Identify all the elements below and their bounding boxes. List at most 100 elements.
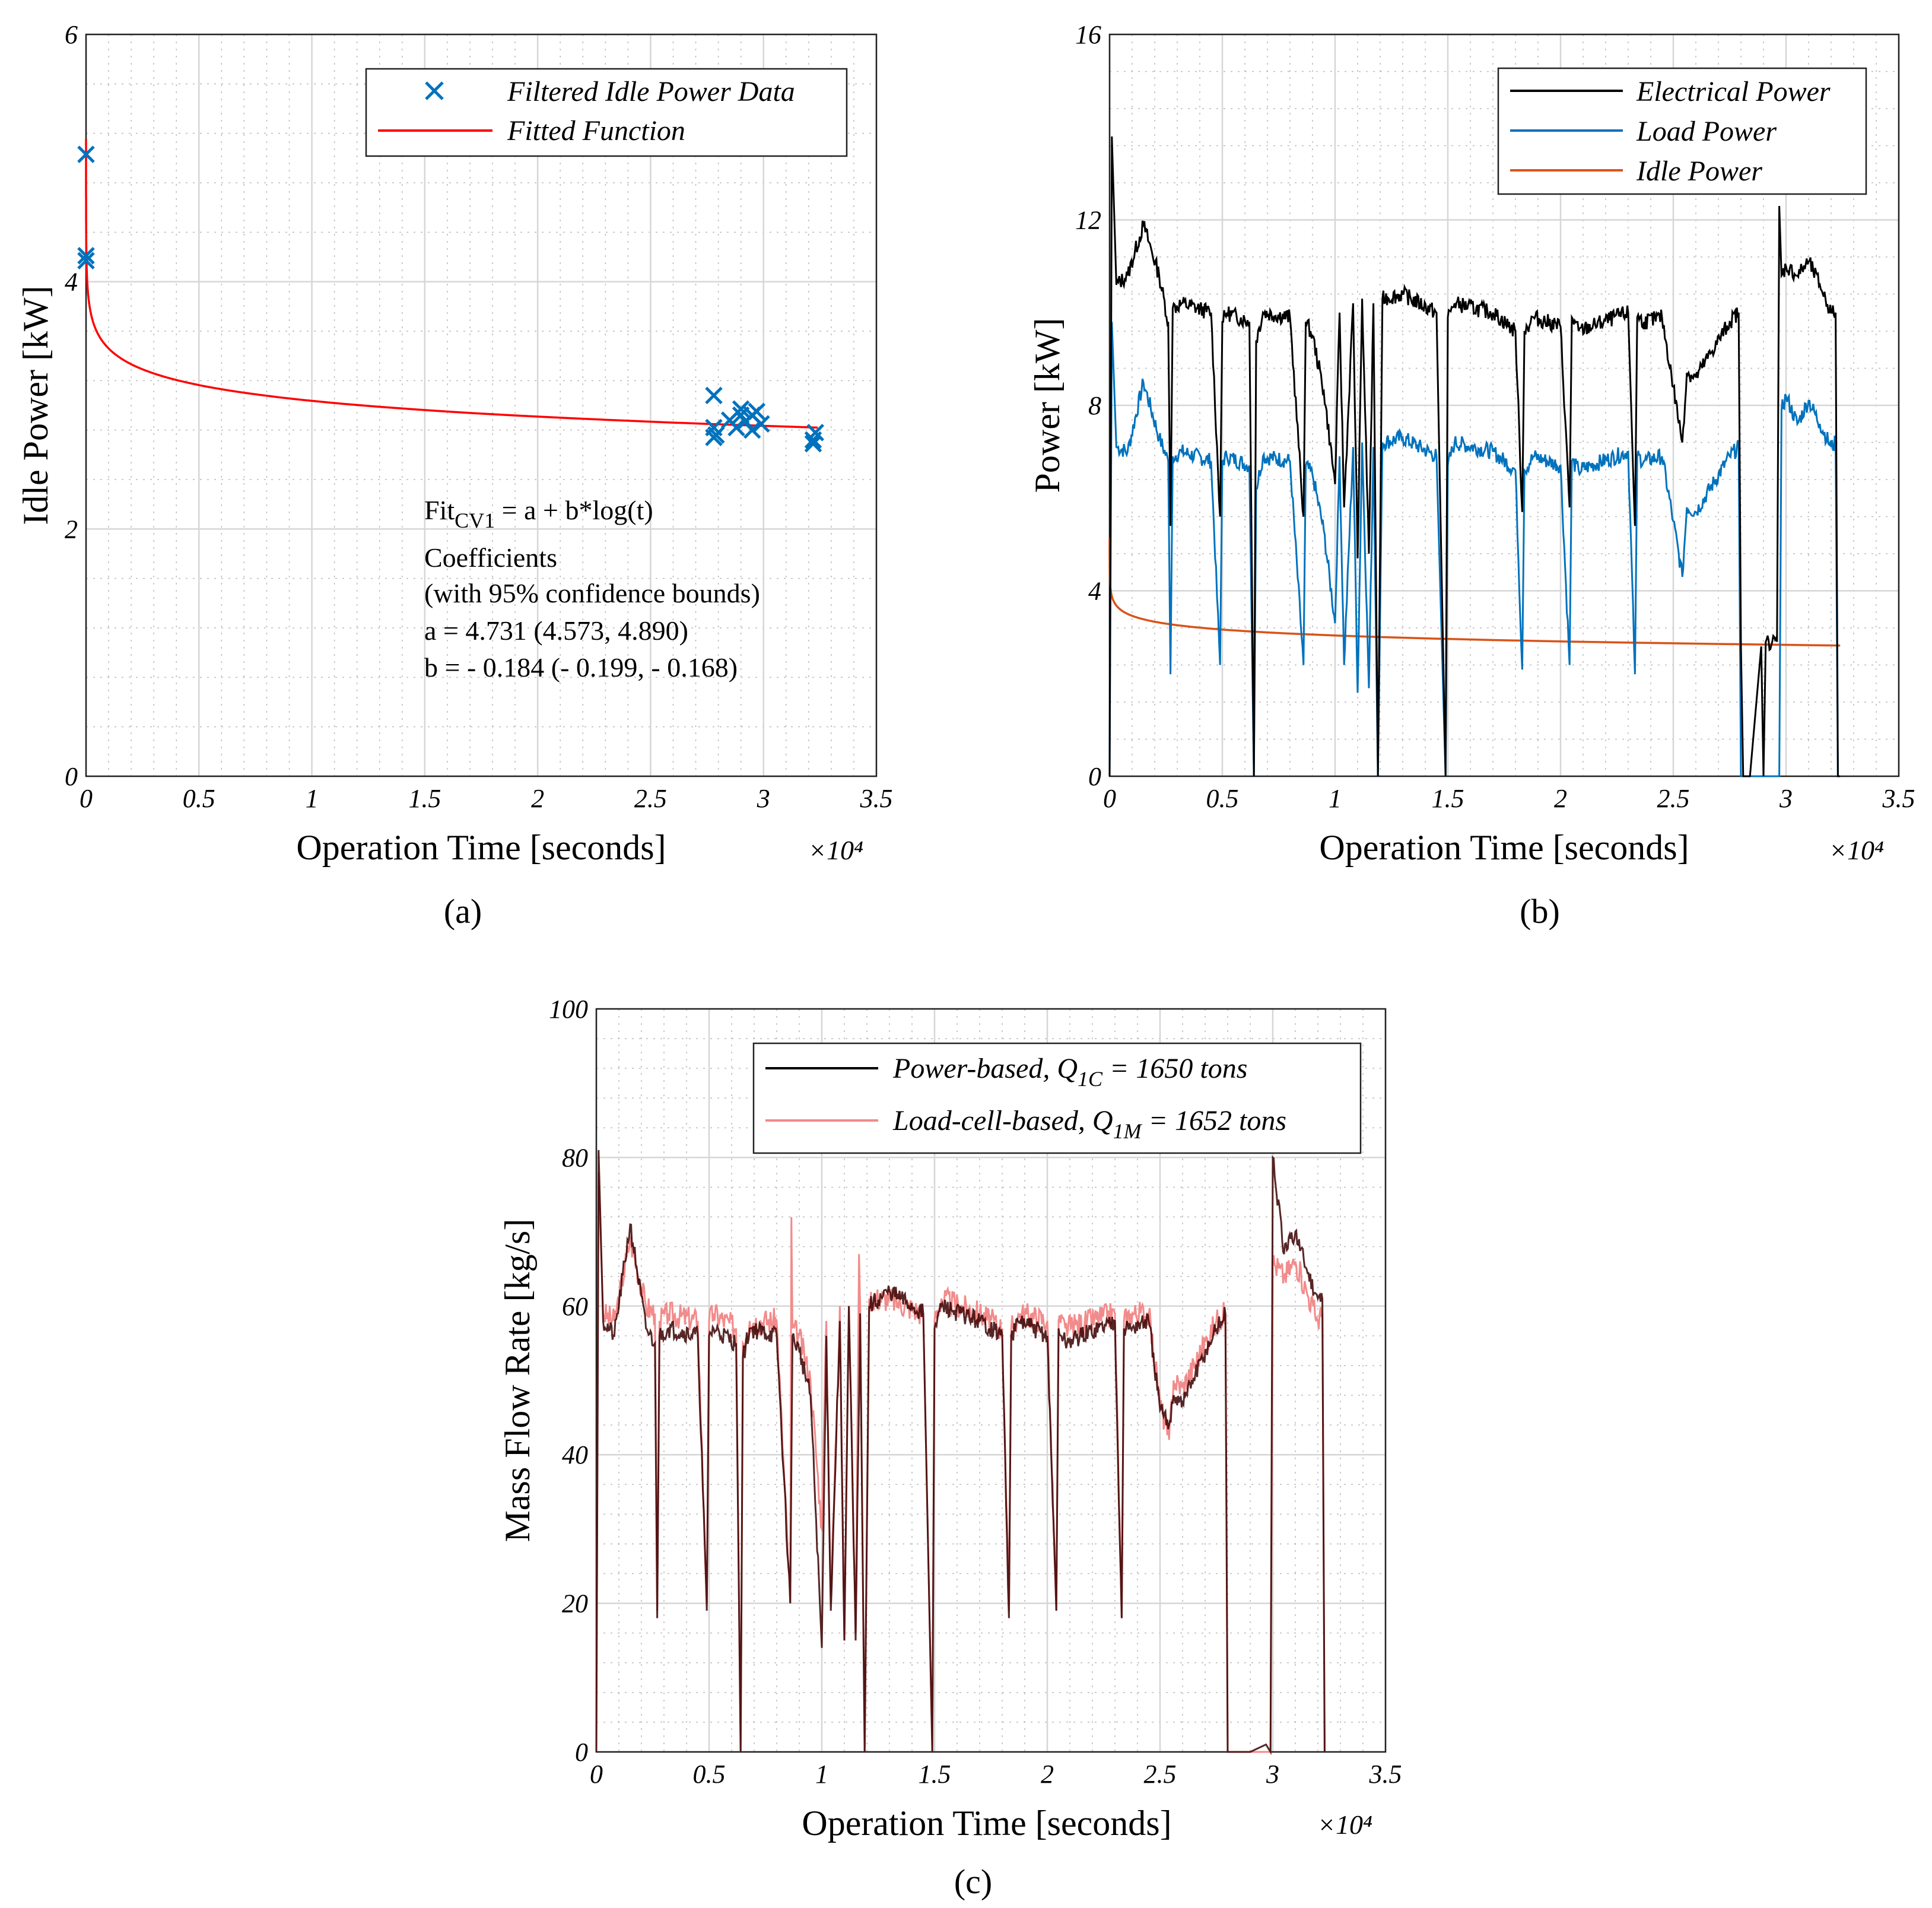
panel-b-legend-entry-idle: Idle Power	[1636, 155, 1762, 187]
x-tick-label: 3	[1779, 784, 1793, 813]
idle-power-marker	[77, 247, 95, 265]
x-tick-label: 1	[306, 784, 319, 813]
panel-a-legend-marker-icon	[425, 81, 444, 100]
x-tick-label: 2.5	[634, 784, 667, 813]
x-tick-label: 3.5	[860, 784, 893, 813]
y-tick-label: 100	[549, 995, 588, 1024]
idle-power-marker	[707, 426, 725, 444]
panel-c-series	[595, 1150, 1326, 1755]
x-tick-label: 0	[1103, 784, 1116, 813]
y-tick-label: 4	[1088, 577, 1101, 606]
y-tick-label: 0	[65, 762, 78, 791]
x-tick-label: 2	[531, 784, 544, 813]
panel-b-power-chart: 0 0.5 1 1.5 2 2.5 3 3.5 0 4 8 12 16 Operation Time …	[1028, 20, 1915, 931]
x-tick-label: 1	[1329, 784, 1342, 813]
y-tick-label: 6	[65, 20, 78, 49]
x-tick-label: 3	[1266, 1760, 1279, 1789]
panel-a-x-tick-labels: 0 0.5 1 1.5 2 2.5 3 3.5	[80, 784, 893, 813]
panel-a-legend-box	[365, 68, 848, 157]
panel-c-y-tick-labels: 0 20 40 60 80 100	[549, 995, 588, 1767]
idle-power-marker	[743, 421, 761, 439]
panel-a-fit-annotation: FitCV1 = a + b*log(t) Coefficients (with…	[424, 495, 760, 682]
panel-c-y-axis-label: Mass Flow Rate [kg/s]	[498, 1219, 537, 1542]
x-tick-label: 0.5	[183, 784, 215, 813]
panel-a-filtered-idle-power-series	[77, 145, 825, 453]
y-tick-label: 8	[1088, 391, 1101, 420]
panel-b-plot-frame	[1108, 33, 1900, 777]
x-tick-label: 2	[1041, 1760, 1054, 1789]
panel-b-x-axis-label: Operation Time [seconds]	[1319, 828, 1689, 867]
panel-b-legend-entry-electrical: Electrical Power	[1636, 76, 1831, 107]
panel-c-label: (c)	[954, 1862, 992, 1901]
y-tick-label: 4	[65, 268, 78, 297]
x-tick-label: 0	[80, 784, 93, 813]
panel-b-legend-entry-load: Load Power	[1636, 116, 1777, 147]
x-tick-label: 0.5	[1206, 784, 1239, 813]
panel-c-legend-entry-power: Power-based, Q1C = 1650 tons	[892, 1053, 1247, 1091]
fitted-function-line	[85, 139, 818, 429]
power-based-line	[595, 1150, 1326, 1755]
panel-c-x-multiplier: ×10⁴	[1317, 1809, 1372, 1840]
panel-a-label: (a)	[444, 892, 482, 931]
panel-c-mass-flow-chart: 0 0.5 1 1.5 2 2.5 3 3.5 0 20 40 60 80 100 Operation …	[498, 995, 1402, 1901]
idle-power-marker	[743, 406, 761, 424]
panel-a-fitted-function-series	[85, 139, 818, 429]
x-tick-label: 0.5	[693, 1760, 726, 1789]
fit-coefficients-heading: Coefficients	[424, 542, 557, 573]
x-tick-label: 3	[757, 784, 770, 813]
panel-b-x-multiplier: ×10⁴	[1829, 835, 1884, 865]
x-tick-label: 0	[590, 1760, 603, 1789]
panel-b-series	[1108, 136, 1841, 777]
panel-a-idle-power-chart: 0 0.5 1 1.5 2 2.5 3 3.5 0 2 4 6 Operation Time [se…	[16, 20, 893, 931]
panel-a-y-tick-labels: 0 2 4 6	[65, 20, 78, 791]
x-tick-label: 2.5	[1657, 784, 1690, 813]
x-tick-label: 2	[1554, 784, 1567, 813]
x-tick-label: 1.5	[408, 784, 441, 813]
electrical-power-line	[1108, 136, 1841, 777]
y-tick-label: 12	[1075, 206, 1101, 235]
load-cell-based-line	[595, 1172, 1326, 1753]
idle-power-marker	[732, 400, 750, 418]
panel-c-legend-box	[752, 1042, 1362, 1154]
fit-confidence-note: (with 95% confidence bounds)	[424, 578, 760, 608]
x-tick-label: 1.5	[1432, 784, 1464, 813]
load-power-line	[1108, 322, 1841, 777]
fit-equation: FitCV1 = a + b*log(t)	[424, 495, 653, 532]
x-tick-label: 1.5	[919, 1760, 951, 1789]
panel-a-legend: Filtered Idle Power Data Fitted Function	[365, 68, 848, 157]
panel-b-y-tick-labels: 0 4 8 12 16	[1075, 20, 1101, 791]
panel-a-x-multiplier: ×10⁴	[808, 835, 863, 865]
panel-b-legend: Electrical Power Load Power Idle Power	[1497, 67, 1867, 195]
x-tick-label: 3.5	[1882, 784, 1915, 813]
panel-a-x-axis-label: Operation Time [seconds]	[296, 828, 666, 867]
y-tick-label: 0	[575, 1738, 588, 1767]
y-tick-label: 80	[562, 1143, 588, 1172]
panel-c-legend: Power-based, Q1C = 1650 tons Load-cell-b…	[752, 1042, 1362, 1154]
y-tick-label: 40	[562, 1440, 588, 1469]
panel-c-x-axis-label: Operation Time [seconds]	[802, 1804, 1171, 1843]
idle-power-marker	[77, 145, 95, 163]
panel-b-x-tick-labels: 0 0.5 1 1.5 2 2.5 3 3.5	[1103, 784, 1915, 813]
panel-c-legend-entry-loadcell: Load-cell-based, Q1M = 1652 tons	[892, 1105, 1286, 1143]
panel-c-x-tick-labels: 0 0.5 1 1.5 2 2.5 3 3.5	[590, 1760, 1402, 1789]
idle-power-marker	[705, 386, 723, 405]
y-tick-label: 2	[65, 515, 78, 544]
y-tick-label: 60	[562, 1292, 588, 1321]
idle-power-marker	[804, 434, 822, 453]
panel-c-plot-frame	[595, 1008, 1387, 1753]
panel-b-label: (b)	[1520, 892, 1560, 931]
y-tick-label: 20	[562, 1589, 588, 1618]
fit-coefficient-b: b = - 0.184 (- 0.199, - 0.168)	[424, 652, 738, 682]
idle-power-marker	[727, 418, 745, 437]
idle-power-marker	[77, 252, 95, 270]
y-tick-label: 16	[1075, 20, 1101, 49]
x-tick-label: 3.5	[1369, 1760, 1402, 1789]
panel-a-legend-entry-fit: Fitted Function	[507, 115, 685, 147]
panel-b-y-axis-label: Power [kW]	[1028, 318, 1067, 493]
panel-a-legend-entry-data: Filtered Idle Power Data	[507, 76, 795, 107]
x-tick-label: 2.5	[1144, 1760, 1177, 1789]
x-tick-label: 1	[815, 1760, 828, 1789]
y-tick-label: 0	[1088, 762, 1101, 791]
panel-a-plot-frame	[85, 33, 878, 777]
